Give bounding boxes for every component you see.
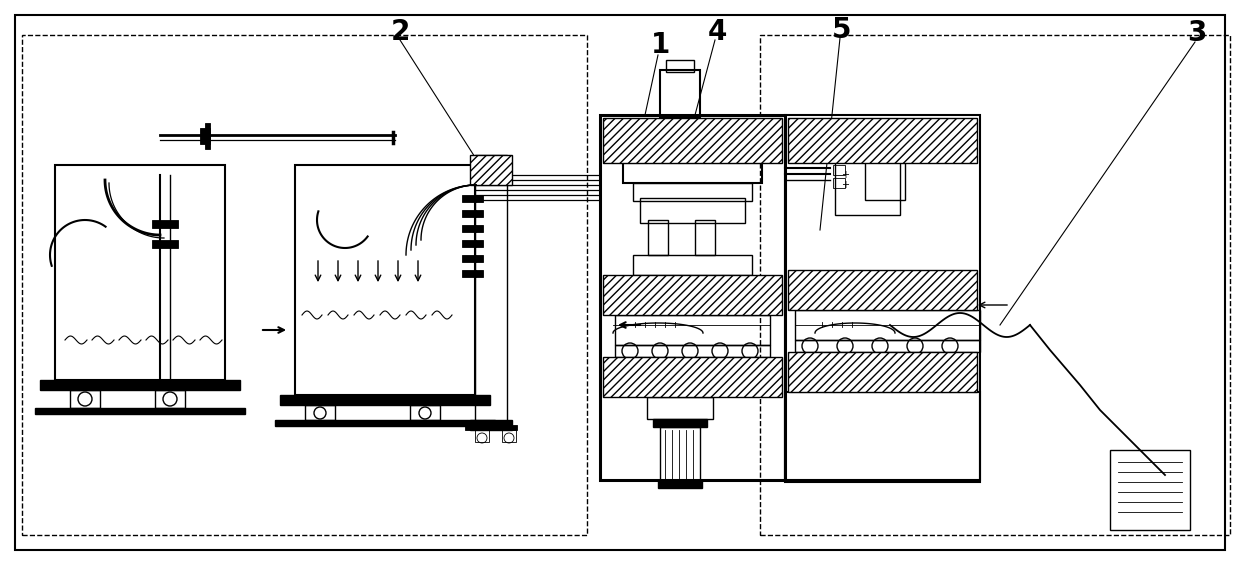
Bar <box>470 155 512 185</box>
Text: 2: 2 <box>391 18 409 46</box>
Bar <box>69 390 100 408</box>
Bar <box>787 270 977 310</box>
Bar <box>463 255 476 262</box>
Bar <box>760 35 1230 535</box>
Bar <box>153 240 179 248</box>
Bar <box>205 123 210 149</box>
Bar <box>666 60 694 72</box>
Bar <box>200 128 210 144</box>
Bar <box>1110 450 1190 530</box>
Bar <box>615 315 770 345</box>
Bar <box>463 240 476 247</box>
Bar <box>475 430 489 442</box>
Bar <box>632 183 751 201</box>
Bar <box>835 155 900 215</box>
Bar <box>833 165 844 175</box>
Bar <box>463 210 476 217</box>
Bar <box>502 430 516 442</box>
Bar <box>55 165 224 380</box>
Bar <box>22 35 587 535</box>
Bar <box>465 425 517 430</box>
Bar <box>476 255 484 262</box>
Bar <box>640 198 745 223</box>
Bar <box>476 195 484 202</box>
Text: 4: 4 <box>707 18 727 46</box>
Bar <box>694 220 715 255</box>
Bar <box>653 419 707 427</box>
Text: 5: 5 <box>832 16 852 44</box>
Bar <box>603 118 782 163</box>
Bar <box>603 357 782 397</box>
Bar <box>660 427 701 482</box>
Bar <box>410 405 440 420</box>
Bar <box>658 480 702 488</box>
Bar <box>476 240 484 247</box>
Bar <box>40 380 241 390</box>
Bar <box>787 352 977 392</box>
Text: 3: 3 <box>1188 19 1207 47</box>
Bar <box>476 225 484 232</box>
Bar <box>649 220 668 255</box>
Bar <box>275 420 495 426</box>
Bar <box>35 408 246 414</box>
Bar <box>463 270 476 277</box>
Bar <box>470 420 512 430</box>
Bar <box>632 255 751 275</box>
Bar <box>600 115 785 480</box>
Text: 1: 1 <box>650 31 670 59</box>
Bar <box>795 310 980 340</box>
Bar <box>280 395 490 405</box>
Bar <box>647 397 713 419</box>
Bar <box>833 178 844 188</box>
Bar <box>476 210 484 217</box>
Bar <box>787 118 977 163</box>
Bar <box>785 115 980 480</box>
Bar <box>615 345 770 357</box>
Bar <box>603 275 782 315</box>
Bar <box>795 340 980 352</box>
Bar <box>785 392 980 482</box>
Bar <box>660 70 701 118</box>
Bar <box>463 195 476 202</box>
Bar <box>476 270 484 277</box>
Text: +: + <box>841 170 849 180</box>
Bar <box>463 225 476 232</box>
Bar <box>475 155 507 425</box>
Bar <box>295 165 475 395</box>
Text: +: + <box>841 180 849 190</box>
Bar <box>305 405 335 420</box>
Bar <box>153 220 179 228</box>
Bar <box>155 390 185 408</box>
Bar <box>622 163 763 183</box>
Bar <box>866 155 905 200</box>
